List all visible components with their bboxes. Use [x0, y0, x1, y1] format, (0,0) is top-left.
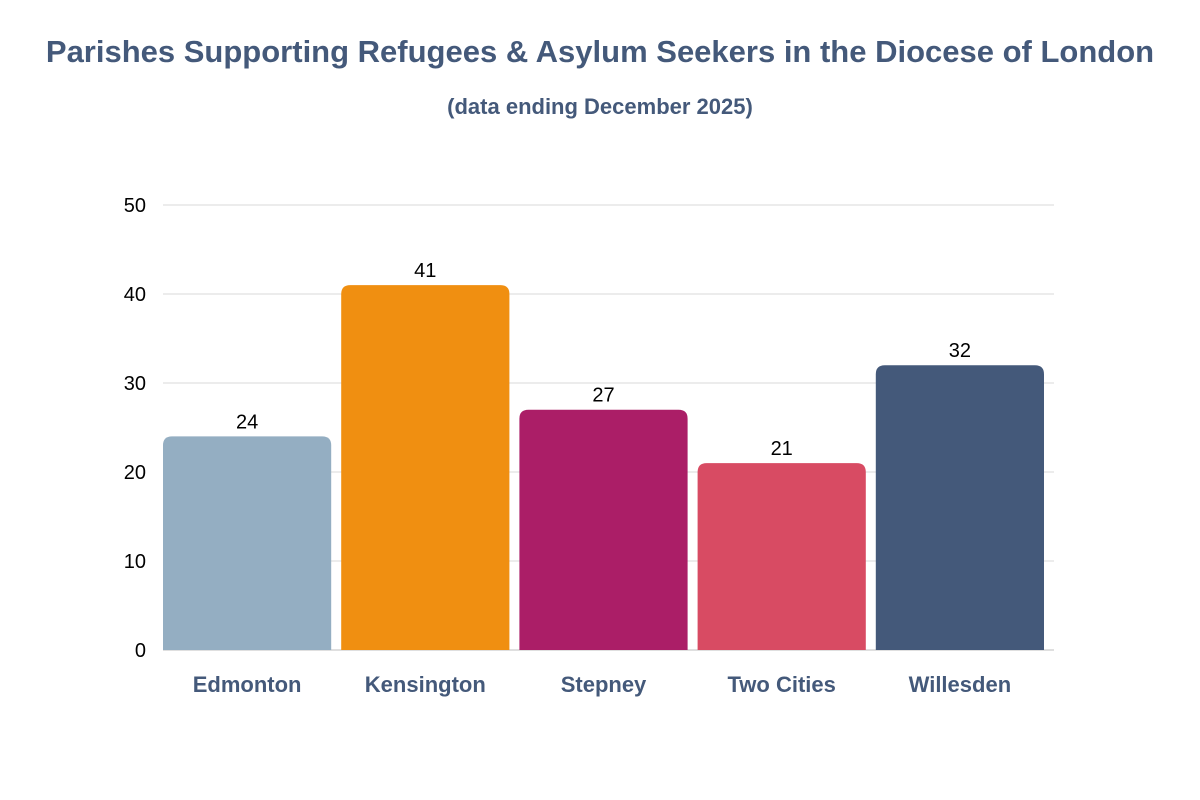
bar-layer [163, 285, 1044, 650]
label-layer: 0 10 20 30 40 50 24 Edmonton 41 Kensington 27 Stepn… [124, 195, 1011, 697]
bar-kensington [341, 285, 510, 650]
y-tick-label: 20 [124, 462, 146, 484]
y-tick-label: 40 [124, 284, 146, 306]
y-tick-label: 0 [135, 640, 146, 662]
data-label: 41 [414, 260, 436, 282]
x-tick-label: Edmonton [193, 672, 302, 697]
data-label: 32 [949, 340, 971, 362]
bar-stepney [519, 409, 688, 650]
bar-willesden [875, 365, 1044, 650]
x-tick-label: Kensington [365, 672, 486, 697]
bar-two-cities [697, 463, 866, 650]
x-tick-label: Willesden [909, 672, 1012, 697]
chart-subtitle: (data ending December 2025) [447, 94, 753, 119]
chart-title: Parishes Supporting Refugees & Asylum Se… [45, 34, 1155, 69]
data-label: 21 [771, 438, 793, 460]
x-tick-label: Two Cities [728, 672, 836, 697]
y-tick-label: 30 [124, 373, 146, 395]
y-tick-label: 10 [124, 551, 146, 573]
data-label: 24 [236, 411, 258, 433]
y-tick-label: 50 [124, 195, 146, 217]
data-label: 27 [592, 385, 614, 407]
x-tick-label: Stepney [561, 672, 647, 697]
bar-edmonton [163, 436, 332, 650]
